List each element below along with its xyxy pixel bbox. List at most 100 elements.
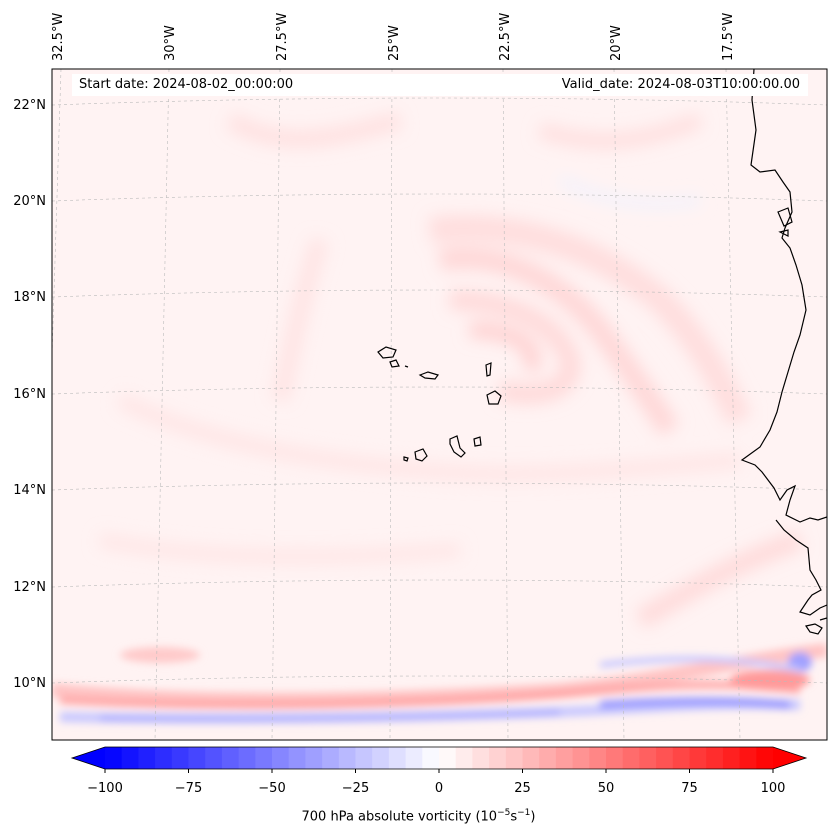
colorbar-tick-label: 100 xyxy=(760,781,786,796)
colorbar-tick-label: 25 xyxy=(514,781,531,796)
colorbar-segment xyxy=(572,747,590,769)
colorbar-segment xyxy=(539,747,557,769)
colorbar-segment xyxy=(138,747,156,769)
colorbar-segment xyxy=(639,747,657,769)
start-date-label: Start date: 2024-08-02_00:00:00 xyxy=(79,77,294,92)
colorbar-segment xyxy=(388,747,407,769)
colorbar-tick-label: 50 xyxy=(597,781,615,796)
island-boa-vista xyxy=(486,390,502,405)
parallel-line xyxy=(52,289,827,298)
island-santa-luzia xyxy=(404,365,409,368)
lat-label: 10°N xyxy=(13,676,46,691)
colorbar-segment xyxy=(739,747,757,769)
colorbar-segment xyxy=(205,747,223,769)
colorbar-segment xyxy=(756,747,774,769)
parallel-line xyxy=(52,386,827,395)
colorbar-segment xyxy=(405,747,423,769)
lon-label: 27.5°W xyxy=(275,12,290,61)
colorbar-segment xyxy=(589,747,607,769)
island-fogo xyxy=(414,448,428,462)
lon-label: 25°W xyxy=(387,25,402,61)
colorbar-tick-label: −50 xyxy=(258,781,286,796)
africa-coast xyxy=(740,69,827,523)
meridian-line xyxy=(389,69,393,740)
island-sal xyxy=(485,362,492,377)
colorbar-segment xyxy=(505,747,524,769)
colorbar-extend-max xyxy=(773,747,806,769)
island-sao-vicente xyxy=(389,359,400,368)
island-santiago xyxy=(449,435,466,458)
colorbar xyxy=(70,746,808,773)
valid-date-label: Valid_date: 2024-08-03T10:00:00.00 xyxy=(561,77,800,92)
colorbar-segment xyxy=(689,747,707,769)
colorbar-tick-label: 0 xyxy=(434,781,444,796)
lat-label: 22°N xyxy=(13,98,46,113)
lon-label: 32.5°W xyxy=(51,12,66,61)
island-maio xyxy=(473,436,482,447)
africa-coast-south xyxy=(775,519,827,616)
colorbar-tick-label: −100 xyxy=(87,781,123,796)
coast-bay xyxy=(778,229,789,237)
map-frame xyxy=(51,68,828,741)
colorbar-segment xyxy=(672,747,691,769)
colorbar-segment xyxy=(472,747,490,769)
lat-label: 20°N xyxy=(13,194,46,209)
colorbar-segment xyxy=(171,747,190,769)
colorbar-segment xyxy=(188,747,206,769)
meridian-line xyxy=(502,69,509,740)
island-brava xyxy=(403,456,409,462)
colorbar-segment xyxy=(606,747,624,769)
colorbar-segment xyxy=(155,747,173,769)
colorbar-tick-label: −75 xyxy=(174,781,203,796)
colorbar-segment xyxy=(489,747,507,769)
lat-label: 18°N xyxy=(13,290,46,305)
colorbar-segment xyxy=(272,747,290,769)
colorbar-segment xyxy=(706,747,724,769)
meridian-line xyxy=(613,69,625,740)
island-santo-antao xyxy=(377,346,397,359)
colorbar-segment xyxy=(622,747,640,769)
colorbar-label: 700 hPa absolute vorticity (10−5s−1) xyxy=(301,808,536,825)
island-sao-nicolau xyxy=(418,371,439,380)
colorbar-segment xyxy=(555,747,574,769)
vorticity-field xyxy=(52,69,827,740)
colorbar-segment xyxy=(722,747,741,769)
lon-label: 22.5°W xyxy=(498,12,513,61)
parallel-line xyxy=(52,97,827,106)
meridian-line xyxy=(154,69,170,740)
graticule xyxy=(52,69,827,740)
colorbar-extend-min xyxy=(72,747,105,769)
colorbar-segment xyxy=(288,747,306,769)
lat-label: 16°N xyxy=(13,387,46,402)
lon-label: 20°W xyxy=(609,25,624,61)
lon-label: 17.5°W xyxy=(721,12,736,61)
date-banner xyxy=(72,74,808,96)
colorbar-segment xyxy=(121,747,139,769)
colorbar-segment xyxy=(255,747,273,769)
colorbar-segment xyxy=(238,747,256,769)
lon-label: 30°W xyxy=(163,25,178,61)
coastline xyxy=(377,69,827,635)
lat-label: 14°N xyxy=(13,483,46,498)
colorbar-segment xyxy=(305,747,323,769)
colorbar-segment xyxy=(322,747,340,769)
coast-fragment xyxy=(819,617,827,621)
colorbar-segment xyxy=(455,747,473,769)
coast-fragment xyxy=(805,623,823,635)
parallel-line xyxy=(52,193,827,202)
colorbar-tick-label: −25 xyxy=(341,781,370,796)
meridian-line xyxy=(271,69,281,740)
colorbar-segment xyxy=(338,747,357,769)
meridian-line xyxy=(725,69,741,740)
colorbar-segment xyxy=(372,747,390,769)
lat-label: 12°N xyxy=(13,580,46,595)
colorbar-segment xyxy=(105,747,123,769)
colorbar-tick-label: 75 xyxy=(681,781,698,796)
colorbar-segment xyxy=(522,747,540,769)
colorbar-segment xyxy=(439,747,457,769)
parallel-line xyxy=(52,675,827,684)
colorbar-segment xyxy=(355,747,373,769)
parallel-line xyxy=(52,579,827,588)
